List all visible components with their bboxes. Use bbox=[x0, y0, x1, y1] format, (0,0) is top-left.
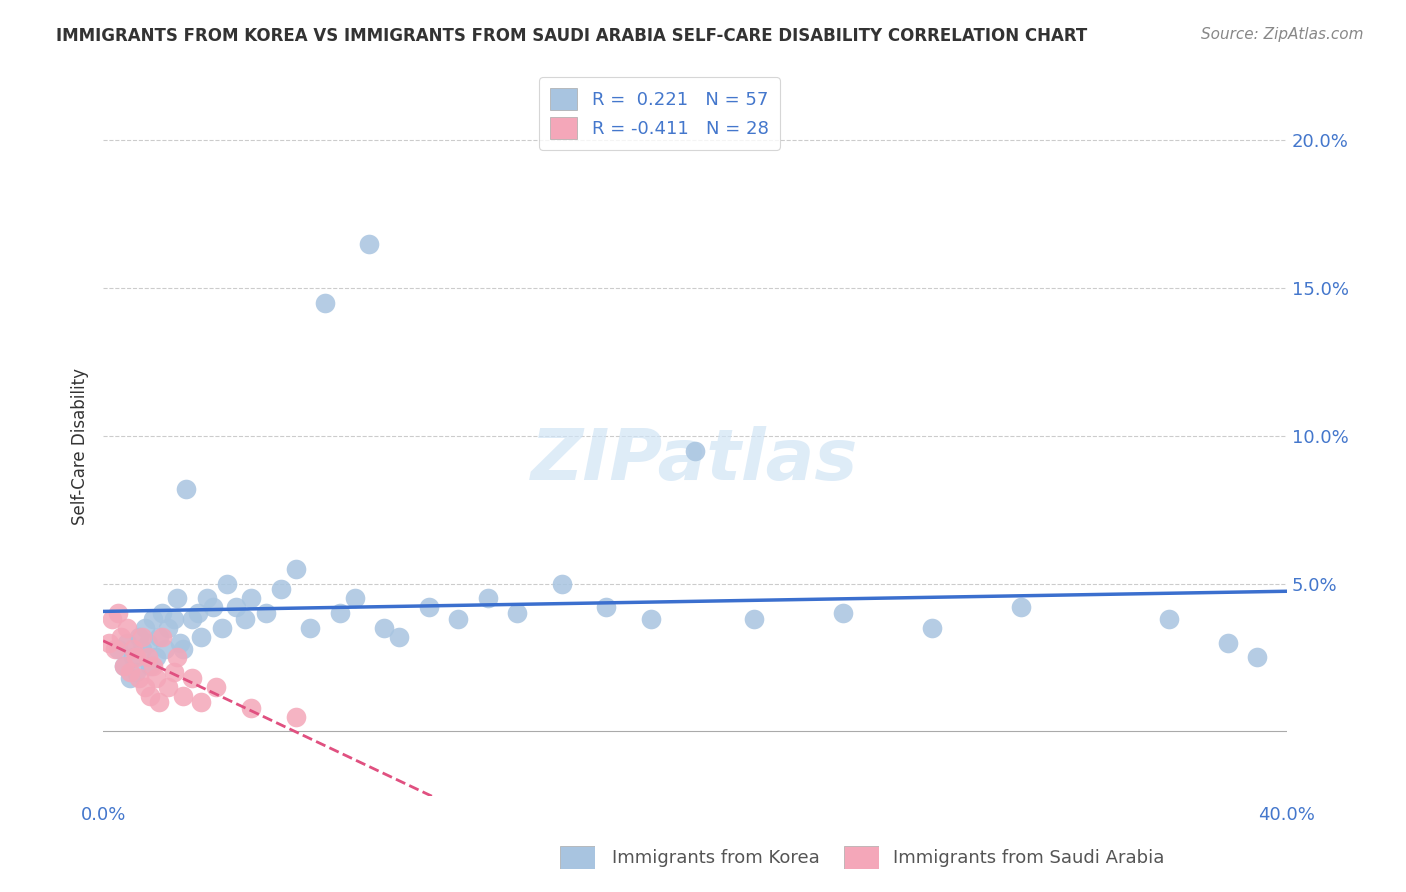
Point bbox=[683, 443, 706, 458]
Point bbox=[112, 659, 135, 673]
Point bbox=[551, 576, 574, 591]
Point bbox=[142, 659, 165, 673]
Point bbox=[121, 650, 143, 665]
Point bbox=[180, 612, 202, 626]
Point bbox=[128, 671, 150, 685]
Point bbox=[131, 630, 153, 644]
Point bbox=[418, 600, 440, 615]
Point bbox=[284, 562, 307, 576]
Legend: R =  0.221   N = 57, R = -0.411   N = 28: R = 0.221 N = 57, R = -0.411 N = 28 bbox=[540, 77, 779, 150]
Point bbox=[172, 689, 194, 703]
Point bbox=[172, 641, 194, 656]
Point bbox=[190, 630, 212, 644]
Point bbox=[148, 695, 170, 709]
Point bbox=[136, 635, 159, 649]
Point bbox=[118, 665, 141, 680]
Point bbox=[211, 621, 233, 635]
Point bbox=[254, 606, 277, 620]
Point bbox=[225, 600, 247, 615]
Point bbox=[150, 606, 173, 620]
Text: 40.0%: 40.0% bbox=[1258, 806, 1316, 824]
Point bbox=[1010, 600, 1032, 615]
Point bbox=[195, 591, 218, 606]
Point bbox=[284, 709, 307, 723]
Point bbox=[150, 630, 173, 644]
Point bbox=[595, 600, 617, 615]
Text: Immigrants from Korea: Immigrants from Korea bbox=[612, 849, 820, 867]
Point bbox=[112, 659, 135, 673]
Point bbox=[447, 612, 470, 626]
Point bbox=[142, 612, 165, 626]
Point bbox=[169, 635, 191, 649]
Point bbox=[477, 591, 499, 606]
Point bbox=[270, 582, 292, 597]
Point bbox=[343, 591, 366, 606]
Point bbox=[163, 665, 186, 680]
Point bbox=[240, 591, 263, 606]
Point bbox=[118, 671, 141, 685]
Text: ZIPatlas: ZIPatlas bbox=[531, 425, 859, 494]
Point bbox=[145, 650, 167, 665]
Point bbox=[121, 641, 143, 656]
Point bbox=[742, 612, 765, 626]
Point bbox=[128, 630, 150, 644]
Point bbox=[388, 630, 411, 644]
Point bbox=[107, 606, 129, 620]
Point bbox=[107, 641, 129, 656]
Point bbox=[145, 671, 167, 685]
Text: Source: ZipAtlas.com: Source: ZipAtlas.com bbox=[1201, 27, 1364, 42]
Point bbox=[640, 612, 662, 626]
Point bbox=[299, 621, 322, 635]
Point bbox=[98, 635, 121, 649]
Point bbox=[125, 665, 148, 680]
Point bbox=[134, 621, 156, 635]
Point bbox=[125, 650, 148, 665]
Point bbox=[115, 621, 138, 635]
Point bbox=[134, 680, 156, 694]
Point bbox=[921, 621, 943, 635]
Point bbox=[329, 606, 352, 620]
Point bbox=[139, 689, 162, 703]
Point bbox=[217, 576, 239, 591]
Point bbox=[155, 641, 177, 656]
Point bbox=[1246, 650, 1268, 665]
Text: 0.0%: 0.0% bbox=[80, 806, 125, 824]
Point bbox=[131, 641, 153, 656]
Point bbox=[506, 606, 529, 620]
Point bbox=[148, 630, 170, 644]
Point bbox=[115, 635, 138, 649]
Point bbox=[190, 695, 212, 709]
Point bbox=[359, 236, 381, 251]
Point bbox=[157, 680, 180, 694]
Point bbox=[201, 600, 224, 615]
Point bbox=[104, 641, 127, 656]
Text: IMMIGRANTS FROM KOREA VS IMMIGRANTS FROM SAUDI ARABIA SELF-CARE DISABILITY CORRE: IMMIGRANTS FROM KOREA VS IMMIGRANTS FROM… bbox=[56, 27, 1087, 45]
Point bbox=[136, 650, 159, 665]
Point bbox=[240, 700, 263, 714]
Point bbox=[180, 671, 202, 685]
Point bbox=[1216, 635, 1239, 649]
Point bbox=[166, 591, 188, 606]
Point bbox=[1157, 612, 1180, 626]
Point bbox=[174, 482, 197, 496]
Y-axis label: Self-Care Disability: Self-Care Disability bbox=[72, 368, 89, 524]
Point bbox=[204, 680, 226, 694]
Point bbox=[101, 612, 124, 626]
Point bbox=[373, 621, 395, 635]
Point bbox=[163, 612, 186, 626]
Point bbox=[157, 621, 180, 635]
Point bbox=[832, 606, 855, 620]
Text: Immigrants from Saudi Arabia: Immigrants from Saudi Arabia bbox=[893, 849, 1164, 867]
Point bbox=[166, 650, 188, 665]
Point bbox=[187, 606, 209, 620]
Point bbox=[314, 295, 336, 310]
Point bbox=[110, 630, 132, 644]
Point bbox=[233, 612, 256, 626]
Point bbox=[139, 659, 162, 673]
